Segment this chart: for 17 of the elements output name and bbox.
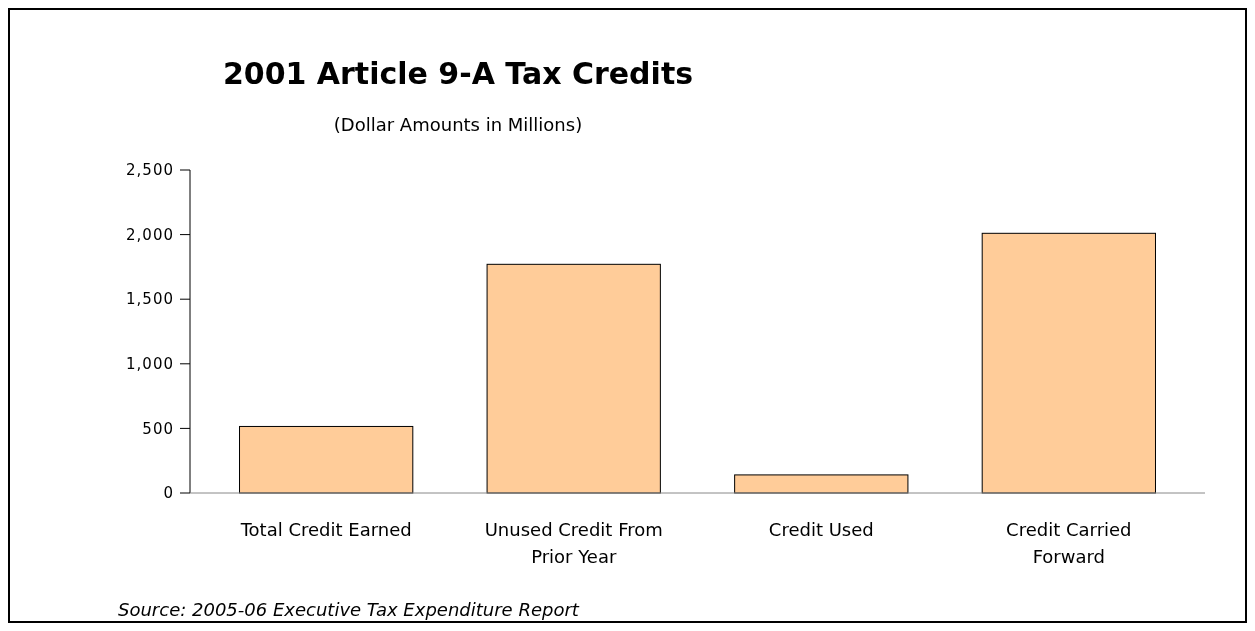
bar: [734, 474, 909, 494]
source-note: Source: 2005-06 Executive Tax Expenditure Report: [118, 599, 580, 620]
chart-subtitle: (Dollar Amounts in Millions): [333, 114, 583, 135]
y-tick-label: 0: [163, 484, 174, 503]
bar: [981, 232, 1156, 494]
x-tick-label: Unused Credit From Prior Year: [484, 519, 663, 567]
y-tick-label: 1,000: [126, 355, 174, 374]
bar: [486, 263, 661, 494]
y-tick-label: 2,000: [126, 225, 174, 244]
x-tick-label: Credit Used: [768, 519, 874, 540]
y-tick-label: 1,500: [126, 290, 174, 309]
x-tick-label: Total Credit Earned: [239, 519, 412, 540]
bar: [239, 425, 414, 494]
y-tick-label: 500: [142, 419, 174, 438]
y-tick-label: 2,500: [126, 161, 174, 180]
chart-title: 2001 Article 9-A Tax Credits: [222, 56, 694, 91]
x-tick-label: Credit Carried Forward: [1006, 519, 1132, 567]
